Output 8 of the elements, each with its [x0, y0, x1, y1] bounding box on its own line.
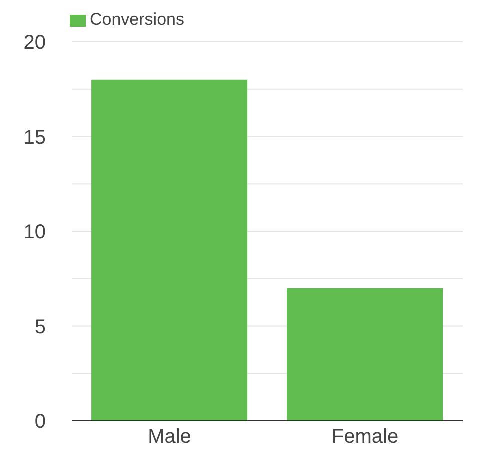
y-tick-label: 0 — [34, 411, 46, 434]
x-tick-label: Male — [148, 426, 192, 448]
y-tick-label: 10 — [24, 222, 46, 244]
y-tick-label: 5 — [34, 316, 46, 338]
x-tick-label: Female — [332, 426, 399, 448]
y-tick-label: 20 — [24, 32, 46, 54]
legend-label: Conversions — [90, 10, 184, 29]
y-tick-label: 15 — [24, 126, 46, 149]
